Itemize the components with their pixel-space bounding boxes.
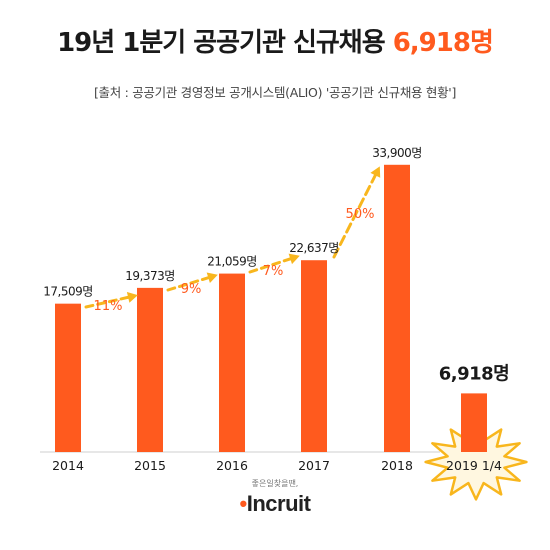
growth-label: 50% — [346, 207, 375, 222]
arrow-head — [370, 166, 381, 178]
arrow-shaft — [248, 255, 298, 274]
label-layer: 17,509명 19,373명 21,059명 22,637명 33,900명 6,918… — [43, 146, 510, 473]
growth-label: 7% — [263, 264, 284, 279]
arrow-shaft — [84, 294, 136, 309]
growth-arrow-icon — [166, 272, 218, 292]
category-label: 2017 — [298, 458, 330, 473]
growth-label: 9% — [181, 282, 202, 297]
bar-2016 — [219, 273, 245, 452]
value-label: 21,059명 — [207, 255, 257, 269]
category-label: 2014 — [52, 458, 84, 473]
title-main: 19년 1분기 공공기관 신규채용 — [57, 28, 386, 58]
bar-layer — [40, 164, 487, 453]
starburst-icon — [424, 423, 528, 501]
bar-2015 — [137, 287, 163, 452]
value-label: 17,509명 — [43, 285, 93, 299]
category-label: 2015 — [134, 458, 166, 473]
bar-2018 — [384, 164, 410, 452]
arrow-head — [126, 292, 138, 303]
source-note: [출처 : 공공기관 경영정보 공개시스템(ALIO) '공공기관 신규채용 현… — [93, 85, 457, 100]
value-label: 22,637명 — [289, 241, 339, 255]
logo-brand: •Incruit — [0, 491, 550, 517]
logo-brand-text: Incruit — [246, 491, 311, 516]
arrow-head — [206, 272, 218, 283]
arrow-head — [288, 253, 300, 265]
category-label: 2019 1/4 — [446, 458, 502, 473]
category-label: 2018 — [381, 458, 413, 473]
burst-layer — [424, 423, 528, 501]
growth-arrow-icon — [84, 292, 138, 309]
bar-2014 — [55, 303, 81, 452]
value-label: 6,918명 — [439, 363, 510, 384]
arrow-layer — [84, 166, 381, 309]
chart-title: 19년 1분기 공공기관 신규채용 6,918명 — [0, 22, 550, 59]
arrow-shaft — [166, 274, 216, 292]
logo-dot-icon: • — [239, 491, 248, 516]
value-label: 33,900명 — [372, 146, 422, 160]
bar-2019-1-4 — [461, 393, 487, 452]
growth-label: 11% — [94, 299, 123, 314]
arrow-shaft — [332, 168, 380, 259]
value-label: 19,373명 — [125, 269, 175, 283]
logo-tagline: 좋은일찾을땐, — [251, 479, 299, 488]
bar-2017 — [301, 260, 327, 452]
category-label: 2016 — [216, 458, 248, 473]
growth-arrow-icon — [332, 166, 381, 259]
growth-arrow-icon — [248, 253, 300, 274]
incruit-logo: 좋은일찾을땐, •Incruit — [0, 478, 550, 517]
title-highlight: 6,918명 — [392, 28, 494, 58]
